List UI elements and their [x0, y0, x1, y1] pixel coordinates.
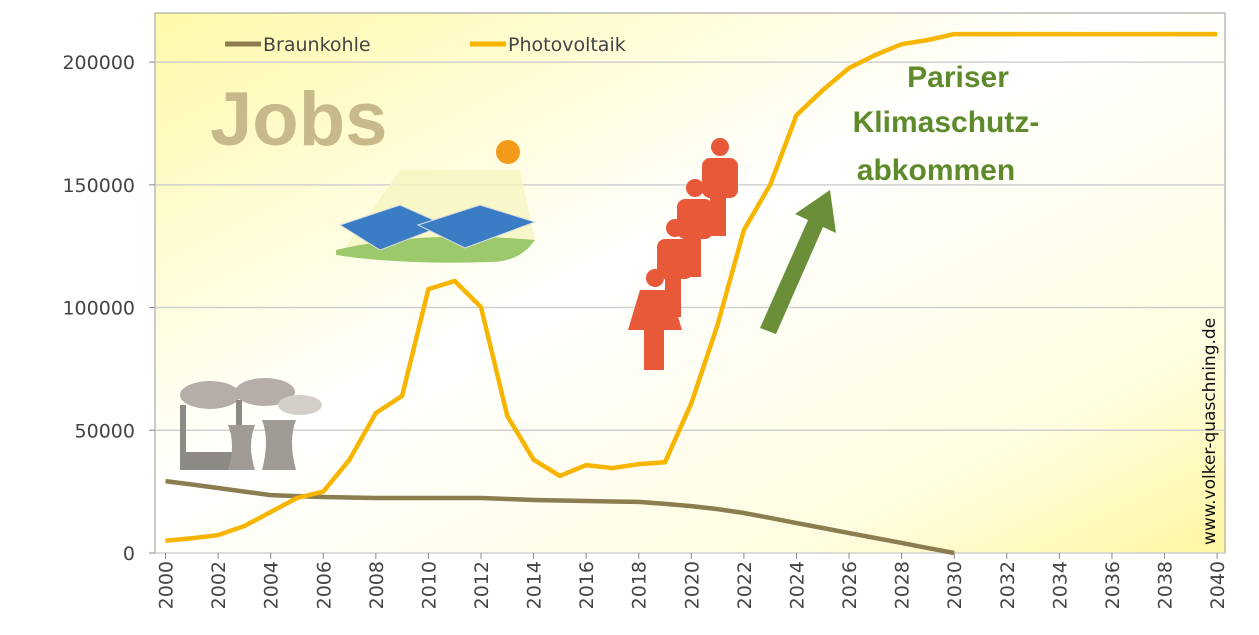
x-tick-label: 2006: [313, 561, 335, 609]
x-tick-label: 2026: [839, 561, 861, 609]
x-tick-label: 2028: [892, 561, 914, 609]
x-tick-label: 2020: [681, 561, 703, 609]
x-tick-label: 2014: [524, 561, 546, 609]
y-tick-label: 150000: [62, 175, 135, 197]
x-tick-label: 2038: [1155, 561, 1177, 609]
y-tick-label: 100000: [62, 298, 135, 320]
x-tick-label: 2036: [1102, 561, 1124, 609]
x-tick-label: 2000: [156, 561, 178, 609]
x-tick-label: 2040: [1207, 561, 1229, 609]
x-tick-label: 2016: [576, 561, 598, 609]
x-tick-label: 2012: [471, 561, 493, 609]
x-tick-label: 2010: [418, 561, 440, 609]
x-tick-label: 2032: [997, 561, 1019, 609]
x-tick-label: 2008: [366, 561, 388, 609]
x-tick-label: 2002: [208, 561, 230, 609]
y-tick-label: 200000: [62, 52, 135, 74]
legend-label: Braunkohle: [263, 34, 371, 56]
x-tick-label: 2030: [944, 561, 966, 609]
x-tick-label: 2004: [261, 561, 283, 609]
annotation: abkommen: [857, 154, 1015, 187]
x-tick-label: 2024: [786, 561, 808, 609]
chart: Jobs Pariser Klimaschutz- abkommen www.v…: [0, 0, 1259, 631]
x-tick-label: 2022: [734, 561, 756, 609]
x-tick-label: 2018: [629, 561, 651, 609]
y-tick-label: 50000: [75, 420, 135, 442]
source: www.volker-quaschning.de: [1200, 318, 1220, 545]
y-tick-label: 0: [123, 543, 135, 565]
annotation: Klimaschutz-: [853, 106, 1040, 139]
x-tick-label: 2034: [1049, 561, 1071, 609]
big-label: Jobs: [210, 77, 387, 162]
legend-label: Photovoltaik: [508, 34, 626, 56]
annotation: Pariser: [907, 61, 1009, 94]
